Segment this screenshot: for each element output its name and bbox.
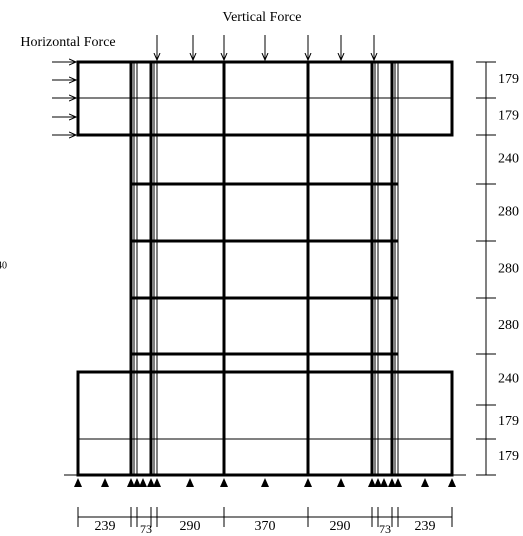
support	[186, 478, 194, 487]
bottom-dimension-label: 239	[95, 519, 116, 534]
right-dimension-label: 179	[498, 72, 519, 87]
bottom-dimension-label: 239	[415, 519, 436, 534]
right-dimension-label: 179	[498, 414, 519, 429]
left-side-label: 240	[0, 260, 7, 271]
right-dimension-label: 240	[498, 372, 519, 387]
vertical-force-label: Vertical Force	[223, 10, 302, 25]
support	[368, 478, 376, 487]
supports	[64, 474, 466, 487]
support	[304, 478, 312, 487]
right-dimension-label: 280	[498, 318, 519, 333]
support	[421, 478, 429, 487]
right-dimension-label: 280	[498, 205, 519, 220]
support	[448, 478, 456, 487]
support	[394, 478, 402, 487]
bottom-dimension-label: 290	[330, 519, 351, 534]
structure	[76, 60, 454, 477]
support	[220, 478, 228, 487]
bottom-dimension-label: 370	[255, 519, 276, 534]
right-dimension-label: 179	[498, 109, 519, 124]
support	[101, 478, 109, 487]
support	[139, 478, 147, 487]
right-dimension-label: 179	[498, 449, 519, 464]
bottom-dimension-label: 73	[140, 522, 152, 536]
support	[153, 478, 161, 487]
support	[147, 478, 155, 487]
support	[127, 478, 135, 487]
support	[74, 478, 82, 487]
support	[374, 478, 382, 487]
right-dimension-label: 240	[498, 152, 519, 167]
bottom-dimension-label: 290	[180, 519, 201, 534]
support	[388, 478, 396, 487]
support	[261, 478, 269, 487]
bottom-dimension-label: 73	[379, 522, 391, 536]
support	[380, 478, 388, 487]
horizontal-force-label: Horizontal Force	[20, 35, 115, 50]
dimensions: 179 179 240 280 280 280 240 179 179 239 73 290 370 29…	[77, 61, 519, 536]
support	[337, 478, 345, 487]
support	[133, 478, 141, 487]
right-dimension-label: 280	[498, 262, 519, 277]
